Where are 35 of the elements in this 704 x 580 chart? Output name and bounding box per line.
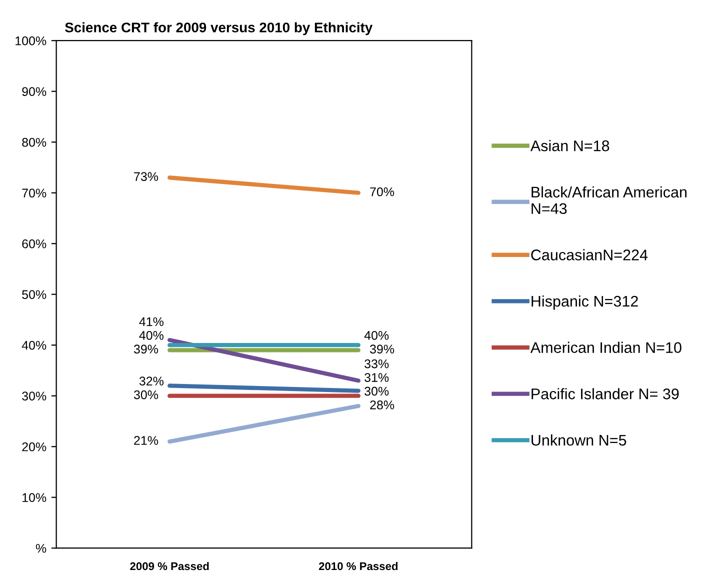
y-tick-label: 10% bbox=[22, 493, 46, 502]
data-label: 41% bbox=[139, 317, 164, 326]
data-label: 21% bbox=[134, 436, 158, 445]
legend-label: Black/African American N=43 bbox=[532, 186, 686, 214]
data-label: 39% bbox=[370, 344, 394, 354]
legend-label: CaucasianN=224 bbox=[531, 249, 648, 260]
legend-label: Asian N=18 bbox=[530, 140, 610, 152]
data-label: 28% bbox=[370, 400, 394, 410]
y-tick-label: 20% bbox=[22, 442, 46, 452]
chart-title: Science CRT for 2009 versus 2010 by Ethnicity bbox=[65, 22, 373, 36]
data-label: 40% bbox=[139, 330, 164, 340]
legend-label: Pacific Islander N= 39 bbox=[532, 388, 679, 400]
data-label: 39% bbox=[134, 344, 158, 354]
data-label: 30% bbox=[364, 386, 389, 396]
y-tick-label: 90% bbox=[22, 87, 46, 96]
y-tick-label: 100% bbox=[16, 36, 46, 46]
data-label: 70% bbox=[370, 187, 394, 196]
legend-label: Hispanic N=312 bbox=[532, 295, 638, 310]
legend-label: Unknown N=5 bbox=[532, 434, 626, 446]
data-label: 33% bbox=[364, 359, 389, 368]
y-tick-label: 70% bbox=[22, 188, 46, 198]
x-tick-label: 2009 % Passed bbox=[130, 562, 209, 570]
y-tick-label: % bbox=[36, 544, 46, 553]
data-label: 31% bbox=[364, 373, 389, 382]
data-label: 32% bbox=[139, 376, 164, 386]
data-label: 73% bbox=[134, 172, 158, 181]
legend-label: American Indian N=10 bbox=[530, 342, 682, 354]
y-tick-label: 50% bbox=[22, 290, 46, 299]
y-tick-label: 80% bbox=[22, 138, 46, 147]
data-label: 40% bbox=[364, 330, 389, 340]
data-label: 30% bbox=[134, 390, 158, 400]
x-tick-label: 2010 % Passed bbox=[318, 562, 398, 570]
y-tick-label: 60% bbox=[22, 239, 46, 248]
y-tick-label: 40% bbox=[22, 340, 46, 350]
y-tick-label: 30% bbox=[22, 392, 46, 400]
